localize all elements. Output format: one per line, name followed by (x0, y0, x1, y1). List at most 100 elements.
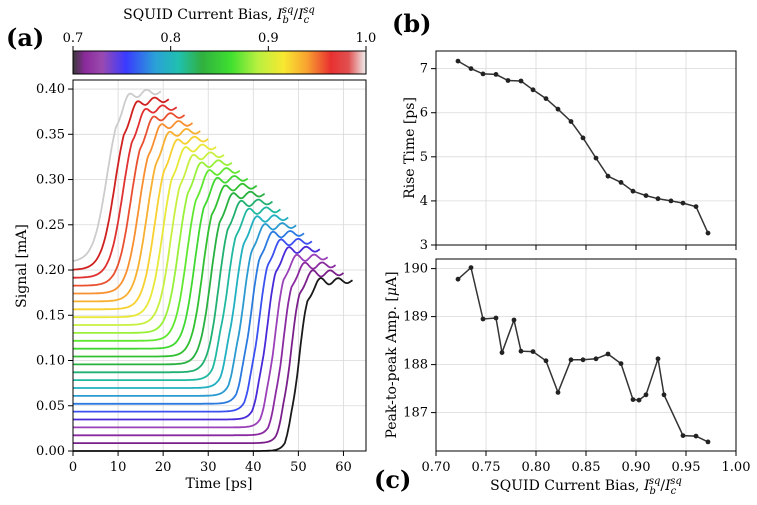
panel-b-ytick-label: 5 (420, 150, 428, 165)
panel-a-frame (72, 79, 367, 452)
panel-c-xtick-label: 0.70 (422, 460, 451, 475)
panel-a-trace (73, 245, 321, 421)
colorbar-gradient (72, 50, 367, 75)
panel-b-ylabel: Rise Time [ps] (402, 97, 418, 199)
panel-c-point (518, 348, 524, 354)
panel-a-trace (73, 214, 289, 389)
panel-b-point (505, 78, 511, 83)
panel-a-ytick-label: 0.00 (36, 444, 65, 459)
panel-c-ytick-label: 189 (403, 310, 428, 325)
panel-a-trace (73, 182, 258, 358)
panel-c-xtick-label: 0.75 (472, 460, 501, 475)
panel-c-point (630, 397, 636, 402)
panel-a-trace (73, 198, 273, 374)
panel-a-trace (73, 104, 178, 279)
panel-a-xtick-label: 40 (245, 460, 262, 475)
panel-a-xtick-label: 10 (110, 460, 127, 475)
panel-b-point (668, 198, 674, 204)
panel-c-point (693, 433, 699, 439)
panel-a-xtick-label: 50 (290, 460, 307, 475)
panel-c-point (530, 349, 536, 354)
panel-a-trace (73, 237, 313, 413)
panel-a-trace (73, 159, 233, 334)
panel-a-ytick-label: 0.20 (36, 263, 65, 278)
panel-a-ytick-label: 0.40 (36, 82, 65, 97)
panel-c-point (661, 392, 667, 398)
panel-b-ytick-label: 6 (420, 106, 428, 121)
panel-a-trace (73, 269, 345, 444)
panel-a-trace (73, 175, 249, 350)
panel-b-point (605, 173, 611, 179)
panel-b-point (580, 135, 586, 141)
panel-b-point (630, 188, 636, 194)
colorbar: SQUID Current Bias, Ibsq/Icsq 0.7 0.8 0.9 1… (63, 5, 377, 75)
panel-c-xtick-label: 0.80 (522, 460, 551, 475)
panel-c-peak-amp-plot: 0.70 0.75 0.80 0.85 0.90 0.95 1.00 187 188 189 190… (384, 258, 751, 497)
panel-b-point (518, 78, 524, 84)
panel-a-ytick-label: 0.10 (36, 354, 65, 369)
panel-a-ytick-label: 0.05 (36, 399, 65, 414)
panel-c-point (618, 361, 624, 366)
panel-a-trace (73, 135, 209, 311)
panel-b-point (705, 230, 711, 236)
panel-c-point (705, 439, 711, 445)
panel-c-ylabel: Peak-to-peak Amp. [μA] (384, 271, 400, 438)
panel-a-ytick-label: 0.25 (36, 218, 65, 233)
panel-c-point (555, 390, 561, 395)
panel-c-point (580, 357, 586, 363)
panel-b-point (480, 71, 486, 77)
panel-a-ylabel: Signal [mA] (14, 224, 30, 308)
panel-label-b: (b) (392, 9, 432, 38)
colorbar-tick-label: 0.7 (63, 31, 84, 46)
panel-c-point (643, 392, 649, 398)
panel-label-c: (c) (374, 465, 411, 494)
panel-c-point (605, 351, 611, 357)
colorbar-tick-label: 1.0 (356, 31, 377, 46)
panel-b-series-line (457, 60, 709, 234)
panel-c-point (655, 356, 661, 362)
panel-b-point (680, 200, 686, 206)
panel-c-xtick-label: 1.00 (722, 460, 751, 475)
panel-c-xtick-label: 0.85 (572, 460, 601, 475)
panel-b-point (618, 180, 624, 185)
panel-a-trace (73, 127, 201, 303)
panel-a-ytick-label: 0.30 (36, 173, 65, 188)
panel-b-ytick-label: 7 (420, 62, 428, 77)
panel-c-ytick-label: 187 (403, 406, 428, 421)
panel-b-point (568, 119, 574, 124)
panel-b-ytick-label: 4 (420, 194, 428, 209)
panel-c-point (636, 397, 642, 403)
panel-c-xtick-label: 0.95 (672, 460, 701, 475)
panel-c-point (499, 350, 505, 355)
panel-b-point (693, 204, 699, 210)
panel-c-point (511, 317, 517, 323)
panel-a-trace (73, 230, 305, 405)
panel-a-xlabel: Time [ps] (186, 476, 253, 492)
panel-b-ytick-label: 3 (420, 238, 428, 253)
panel-a-trace (73, 167, 241, 342)
panel-a-ytick-label: 0.35 (36, 127, 65, 142)
panel-a-trace (73, 143, 217, 319)
panel-c-point (593, 356, 599, 362)
panel-b-point (468, 66, 474, 71)
panel-a-xtick-label: 0 (69, 460, 77, 475)
panel-a-trace (73, 253, 329, 429)
panel-c-point (543, 358, 549, 364)
panel-a-xtick-label: 30 (200, 460, 217, 475)
colorbar-tick-label: 0.8 (160, 31, 181, 46)
panel-a-trace (72, 88, 162, 262)
panel-b-point (493, 72, 499, 77)
panel-a-trace (73, 151, 225, 326)
panel-a-xtick-label: 60 (335, 460, 352, 475)
panel-c-point (468, 265, 474, 270)
panel-c-ytick-label: 188 (403, 358, 428, 373)
panel-c-point (493, 315, 499, 321)
panel-c-point (480, 316, 486, 322)
colorbar-title: SQUID Current Bias, Ibsq/Icsq (123, 5, 315, 26)
panel-b-point (643, 193, 649, 199)
panel-b-point (455, 58, 461, 64)
panel-c-xlabel: SQUID Current Bias, Ibsq/Icsq (490, 476, 682, 497)
panel-c-point (455, 276, 461, 282)
panel-b-point (555, 106, 561, 112)
